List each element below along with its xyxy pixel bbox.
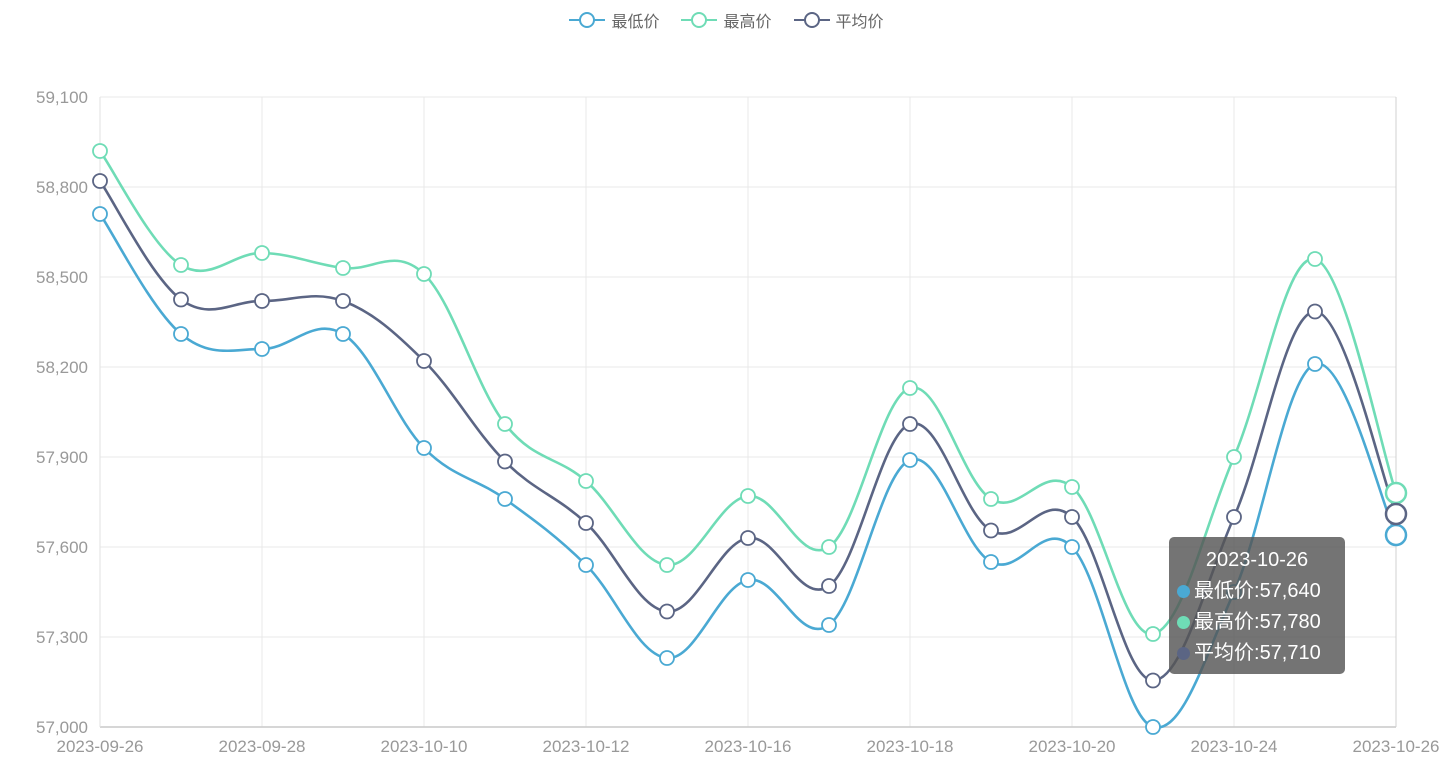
tooltip: 2023-10-26 最低价: 57,640 最高价: 57,780 平均价: … xyxy=(1169,537,1345,674)
data-point xyxy=(1064,539,1080,555)
legend-label: 最低价 xyxy=(611,12,660,31)
tooltip-row-max: 最高价: 57,780 xyxy=(1169,610,1345,634)
axes: 57,000 57,300 57,600 57,900 58,200 58,500 58,8… xyxy=(36,88,1439,756)
legend-label: 最高价 xyxy=(723,12,772,31)
data-point xyxy=(578,515,594,531)
data-point xyxy=(497,453,513,470)
tooltip-row-avg: 平均价: 57,710 xyxy=(1169,641,1345,665)
data-point xyxy=(497,491,513,507)
data-point xyxy=(1307,251,1323,267)
tooltip-label: 最高价 xyxy=(1194,611,1254,633)
y-tick-label: 57,600 xyxy=(36,538,88,557)
data-point xyxy=(335,326,351,342)
data-point xyxy=(902,416,918,432)
data-point xyxy=(1145,626,1161,642)
data-point xyxy=(1384,502,1408,526)
data-point xyxy=(1064,509,1080,525)
data-point xyxy=(1307,356,1323,372)
y-tick-label: 57,900 xyxy=(36,448,88,467)
x-tick-label: 2023-10-12 xyxy=(543,737,630,756)
data-point xyxy=(254,293,270,309)
y-tick-label: 59,100 xyxy=(36,88,88,107)
data-point xyxy=(821,578,837,594)
legend-item-avg[interactable]: 平均价 xyxy=(793,8,884,32)
data-point xyxy=(659,603,675,620)
x-tick-label: 2023-10-20 xyxy=(1029,737,1116,756)
data-point xyxy=(92,206,108,222)
tooltip-value: 57,780 xyxy=(1259,611,1321,633)
y-tick-label: 57,300 xyxy=(36,628,88,647)
y-tick-label: 58,800 xyxy=(36,178,88,197)
x-tick-label: 2023-09-28 xyxy=(219,737,306,756)
data-point xyxy=(1145,719,1161,735)
tooltip-dot xyxy=(1177,646,1190,660)
data-point xyxy=(416,440,432,456)
tooltip-title: 2023-10-26 xyxy=(1205,549,1309,571)
data-point xyxy=(821,617,837,633)
legend-line-icon xyxy=(681,12,718,28)
data-point xyxy=(1307,303,1323,320)
grid-lines xyxy=(99,96,1397,728)
data-point xyxy=(173,291,189,308)
x-tick-label: 2023-09-26 xyxy=(57,737,144,756)
data-point xyxy=(1145,672,1161,689)
x-tick-label: 2023-10-18 xyxy=(867,737,954,756)
data-point xyxy=(254,341,270,357)
legend: 最低价 最高价 平均价 xyxy=(0,8,1453,32)
legend-item-min[interactable]: 最低价 xyxy=(569,8,659,32)
data-point xyxy=(1064,479,1080,495)
legend-item-max[interactable]: 最高价 xyxy=(681,8,772,32)
data-point xyxy=(92,143,108,159)
data-point xyxy=(659,650,675,666)
data-point xyxy=(497,416,513,432)
series-points xyxy=(92,143,1408,735)
x-tick-label: 2023-10-16 xyxy=(705,737,792,756)
x-tick-label: 2023-10-10 xyxy=(381,737,468,756)
data-point xyxy=(740,488,756,504)
legend-line-icon xyxy=(569,12,606,28)
data-point xyxy=(173,257,189,273)
x-tick-label: 2023-10-24 xyxy=(1191,737,1278,756)
data-point xyxy=(254,245,270,261)
data-point xyxy=(416,266,432,282)
data-point xyxy=(335,293,351,309)
data-point xyxy=(902,452,918,468)
tooltip-row-min: 最低价: 57,640 xyxy=(1169,579,1345,603)
y-tick-label: 58,500 xyxy=(36,268,88,287)
tooltip-dot xyxy=(1177,584,1190,598)
data-point xyxy=(1384,481,1408,505)
data-point xyxy=(335,260,351,276)
data-point xyxy=(821,539,837,555)
tooltip-value: 57,640 xyxy=(1259,580,1321,602)
y-tick-label: 57,000 xyxy=(36,718,88,737)
tooltip-dot xyxy=(1177,615,1190,629)
data-point xyxy=(578,557,594,573)
data-point xyxy=(659,557,675,573)
data-point xyxy=(983,554,999,570)
data-point xyxy=(173,326,189,342)
data-point xyxy=(902,380,918,396)
data-point xyxy=(416,353,432,369)
data-point xyxy=(983,491,999,507)
data-point xyxy=(740,572,756,588)
data-point xyxy=(92,173,108,189)
data-point xyxy=(740,530,756,546)
x-tick-label: 2023-10-26 xyxy=(1353,737,1440,756)
tooltip-label: 最低价 xyxy=(1194,580,1254,602)
data-point xyxy=(1384,523,1408,547)
tooltip-value: 57,710 xyxy=(1259,642,1321,664)
data-point xyxy=(578,473,594,489)
legend-line-icon xyxy=(793,12,830,28)
data-point xyxy=(1226,449,1242,465)
data-point xyxy=(1226,509,1242,525)
legend-label: 平均价 xyxy=(835,12,884,31)
tooltip-label: 平均价 xyxy=(1194,642,1254,664)
y-tick-label: 58,200 xyxy=(36,358,88,377)
data-point xyxy=(983,522,999,539)
